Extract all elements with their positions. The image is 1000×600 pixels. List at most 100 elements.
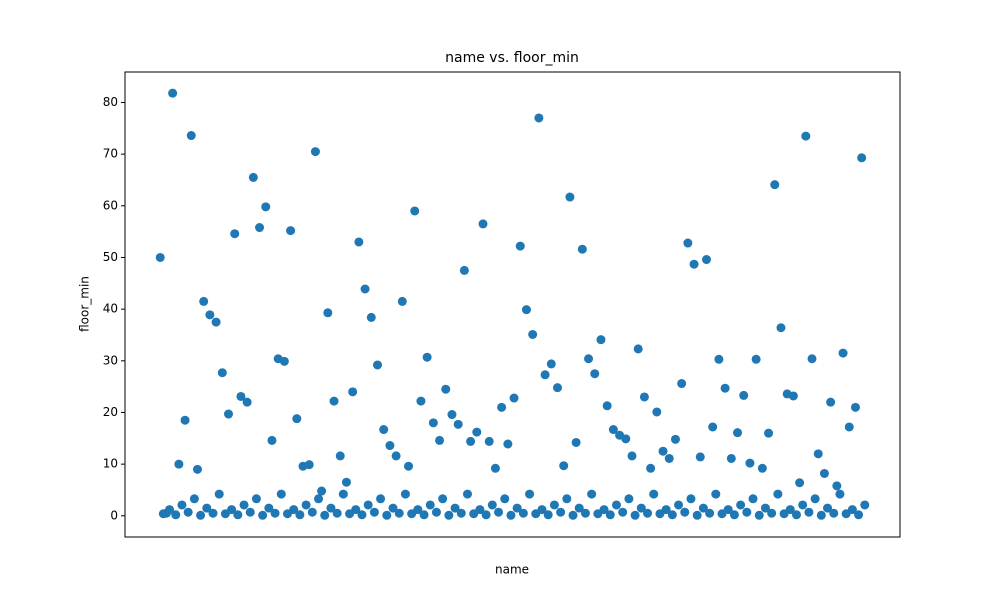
point — [543, 510, 553, 520]
point — [624, 494, 634, 504]
point — [528, 329, 538, 339]
point — [326, 503, 336, 513]
point — [410, 206, 420, 216]
point — [649, 489, 659, 499]
point — [236, 391, 246, 401]
point — [643, 508, 653, 518]
point — [503, 439, 513, 449]
point — [596, 335, 606, 345]
point — [233, 510, 243, 520]
y-tick-label: 0 — [110, 508, 118, 522]
point — [816, 510, 826, 520]
point — [202, 503, 212, 513]
point — [404, 461, 414, 471]
point — [450, 503, 460, 513]
point — [664, 453, 674, 463]
point — [534, 113, 544, 123]
point — [205, 310, 215, 320]
point — [661, 505, 671, 515]
point — [844, 422, 854, 432]
point — [760, 503, 770, 513]
point — [354, 237, 364, 247]
y-tick-label: 40 — [103, 302, 118, 316]
point — [757, 463, 767, 473]
point — [379, 425, 389, 435]
point — [813, 449, 823, 459]
point — [264, 503, 274, 513]
point — [574, 503, 584, 513]
point — [546, 359, 556, 369]
point — [478, 219, 488, 229]
point — [400, 489, 410, 499]
point — [627, 451, 637, 461]
point — [584, 354, 594, 364]
point — [289, 505, 299, 515]
point — [636, 503, 646, 513]
point — [248, 172, 258, 182]
point — [366, 312, 376, 322]
point — [652, 407, 662, 417]
point — [785, 505, 795, 515]
point — [357, 510, 367, 520]
point — [472, 427, 482, 437]
point — [537, 505, 547, 515]
point — [695, 452, 705, 462]
point — [211, 317, 221, 327]
point — [481, 510, 491, 520]
point — [435, 435, 445, 445]
point — [795, 478, 805, 488]
point — [180, 415, 190, 425]
point — [847, 505, 857, 515]
point — [801, 131, 811, 141]
point — [854, 510, 864, 520]
point — [689, 259, 699, 269]
point — [301, 500, 311, 510]
point — [335, 451, 345, 461]
point — [611, 500, 621, 510]
point — [320, 510, 330, 520]
point — [549, 500, 559, 510]
point — [708, 422, 718, 432]
point — [599, 505, 609, 515]
point — [360, 284, 370, 294]
point — [286, 226, 296, 236]
point — [168, 88, 178, 98]
point — [770, 180, 780, 190]
point — [369, 507, 379, 517]
point — [739, 390, 749, 400]
point — [155, 252, 165, 262]
point — [239, 500, 249, 510]
point — [804, 507, 814, 517]
point — [230, 229, 240, 239]
point — [832, 481, 842, 491]
point — [174, 459, 184, 469]
point — [447, 410, 457, 420]
point — [484, 436, 494, 446]
point — [462, 489, 472, 499]
point — [419, 510, 429, 520]
point — [540, 370, 550, 380]
point — [500, 494, 510, 504]
point — [577, 244, 587, 254]
point — [674, 500, 684, 510]
point — [568, 510, 578, 520]
point — [376, 494, 386, 504]
point — [618, 507, 628, 517]
point — [829, 508, 839, 518]
point — [773, 489, 783, 499]
point — [562, 494, 572, 504]
point — [745, 458, 755, 468]
point — [258, 510, 268, 520]
point — [394, 508, 404, 518]
y-axis-label: floor_min — [78, 276, 92, 332]
point — [199, 296, 209, 306]
point — [363, 500, 373, 510]
point — [270, 508, 280, 518]
point — [314, 494, 324, 504]
point — [587, 489, 597, 499]
point — [310, 147, 320, 157]
point — [372, 360, 382, 370]
point — [733, 428, 743, 438]
y-tick-label: 50 — [103, 250, 118, 264]
